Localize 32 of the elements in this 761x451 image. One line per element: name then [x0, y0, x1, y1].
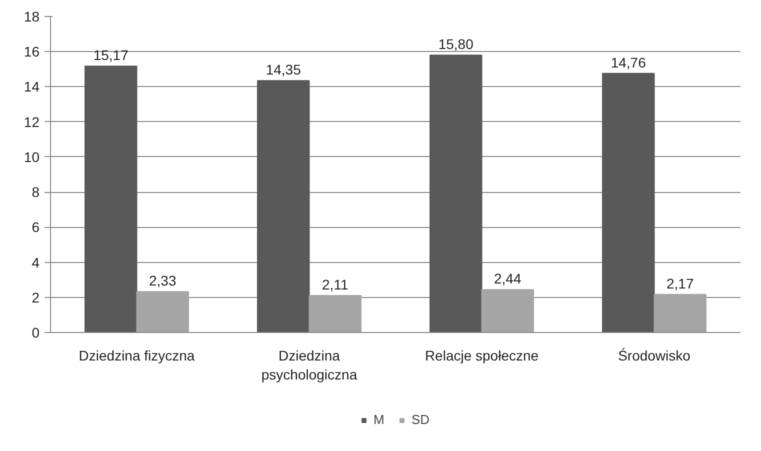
y-tick-label: 16	[24, 44, 40, 60]
bar	[481, 289, 534, 332]
bar	[136, 291, 189, 332]
y-tick-label: 4	[32, 254, 40, 270]
y-tick-label: 8	[32, 184, 40, 200]
bar	[308, 294, 362, 332]
y-tick-label: 0	[32, 324, 40, 340]
y-tick-label: 10	[24, 148, 40, 165]
y-tick-label: 12	[24, 114, 40, 130]
bar	[602, 72, 655, 332]
y-tick-label: 14	[24, 78, 40, 95]
bar	[84, 66, 138, 332]
bar	[257, 80, 310, 332]
data-label: 2,11	[322, 276, 348, 292]
legend-label: SD	[412, 412, 431, 427]
data-label: 15,17	[93, 47, 129, 64]
y-tick-label: 6	[32, 219, 40, 236]
x-tick-label: Dziedzina psychologiczna	[261, 347, 358, 382]
data-label: 15,80	[438, 36, 474, 52]
data-label: 14,35	[266, 62, 302, 78]
x-tick-label: Środowisko	[618, 347, 691, 364]
y-tick-label: 18	[24, 8, 40, 24]
data-label: 2,44	[494, 270, 522, 287]
data-label: 2,33	[149, 272, 176, 289]
x-tick-label: Dziedzina fizyczna	[78, 347, 195, 364]
data-label: 2,17	[666, 275, 694, 292]
y-tick-label: 2	[32, 289, 40, 306]
x-tick-label: Relacje społeczne	[424, 347, 539, 364]
data-label: 14,76	[610, 54, 646, 70]
legend-label: M	[374, 412, 386, 427]
bar	[654, 294, 706, 332]
bar	[430, 54, 482, 332]
